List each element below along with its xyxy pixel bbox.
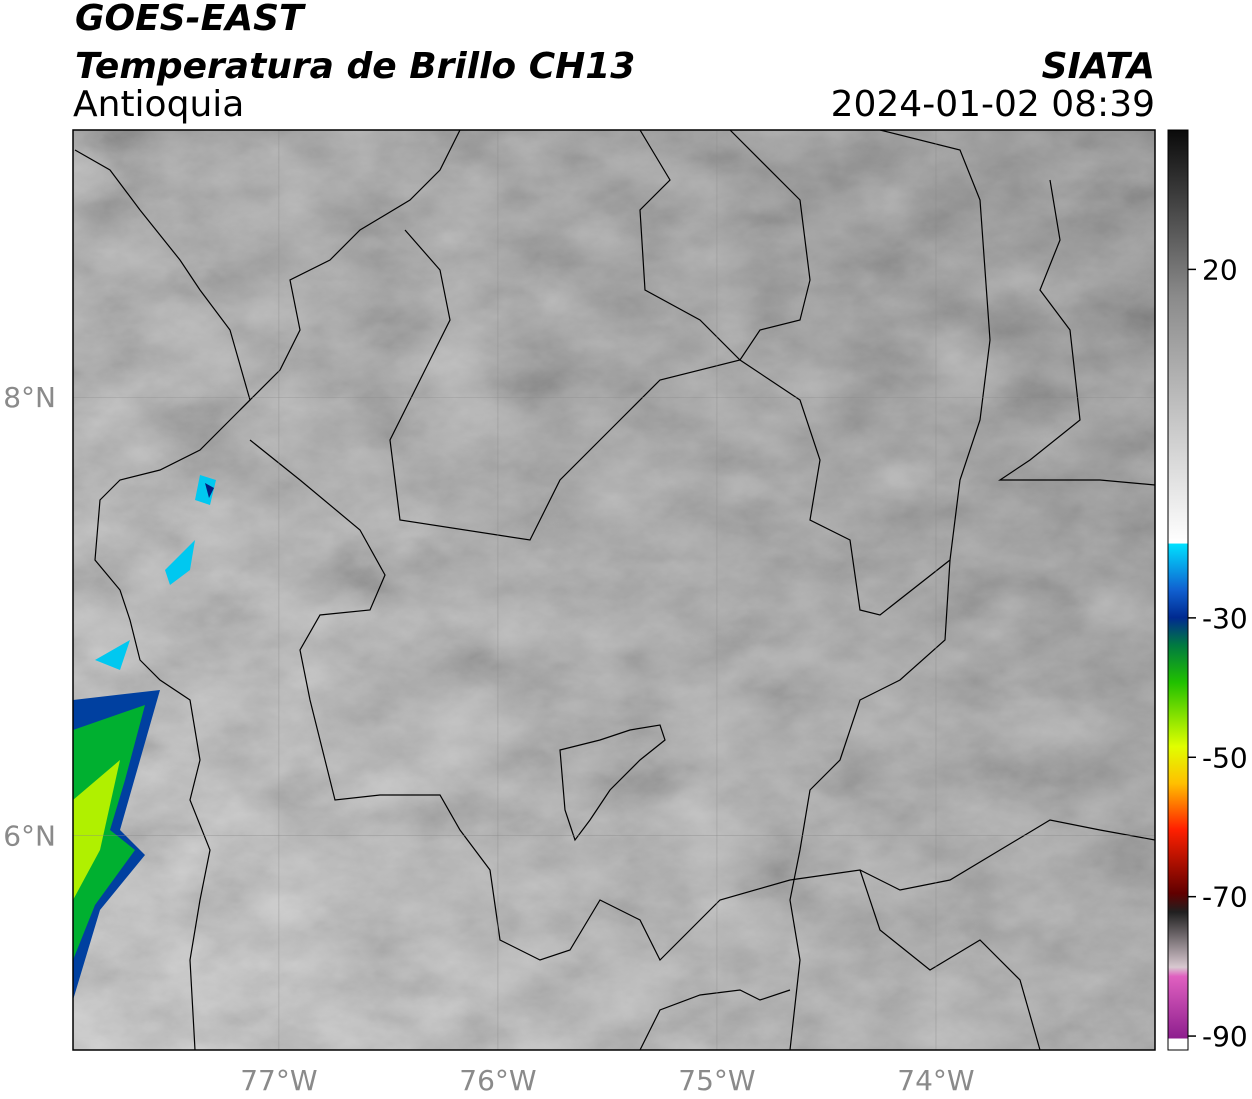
colorbar [1167,129,1189,1051]
lon-label: 74°W [897,1064,974,1097]
region: Antioquia [73,84,244,125]
lat-label: 6°N [3,819,56,852]
subtitle: Temperatura de Brillo CH13 [75,46,635,87]
satellite-image [73,130,1155,1050]
lon-label: 76°W [459,1064,536,1097]
title: GOES-EAST [75,0,306,39]
graticule [73,130,1155,1050]
lon-label: 75°W [678,1064,755,1097]
colorbar-tick-label: 20 [1202,253,1238,286]
map-frame [72,129,1156,1051]
lat-label: 8°N [3,381,56,414]
colorbar-tick-label: -50 [1202,741,1248,774]
colorbar-tick-label: -70 [1202,881,1248,914]
source: SIATA [1042,46,1155,87]
lon-label: 77°W [240,1064,317,1097]
colorbar-tick-label: -90 [1202,1020,1248,1053]
colorbar-tick-label: -30 [1202,602,1248,635]
datetime: 2024-01-02 08:39 [831,84,1155,125]
